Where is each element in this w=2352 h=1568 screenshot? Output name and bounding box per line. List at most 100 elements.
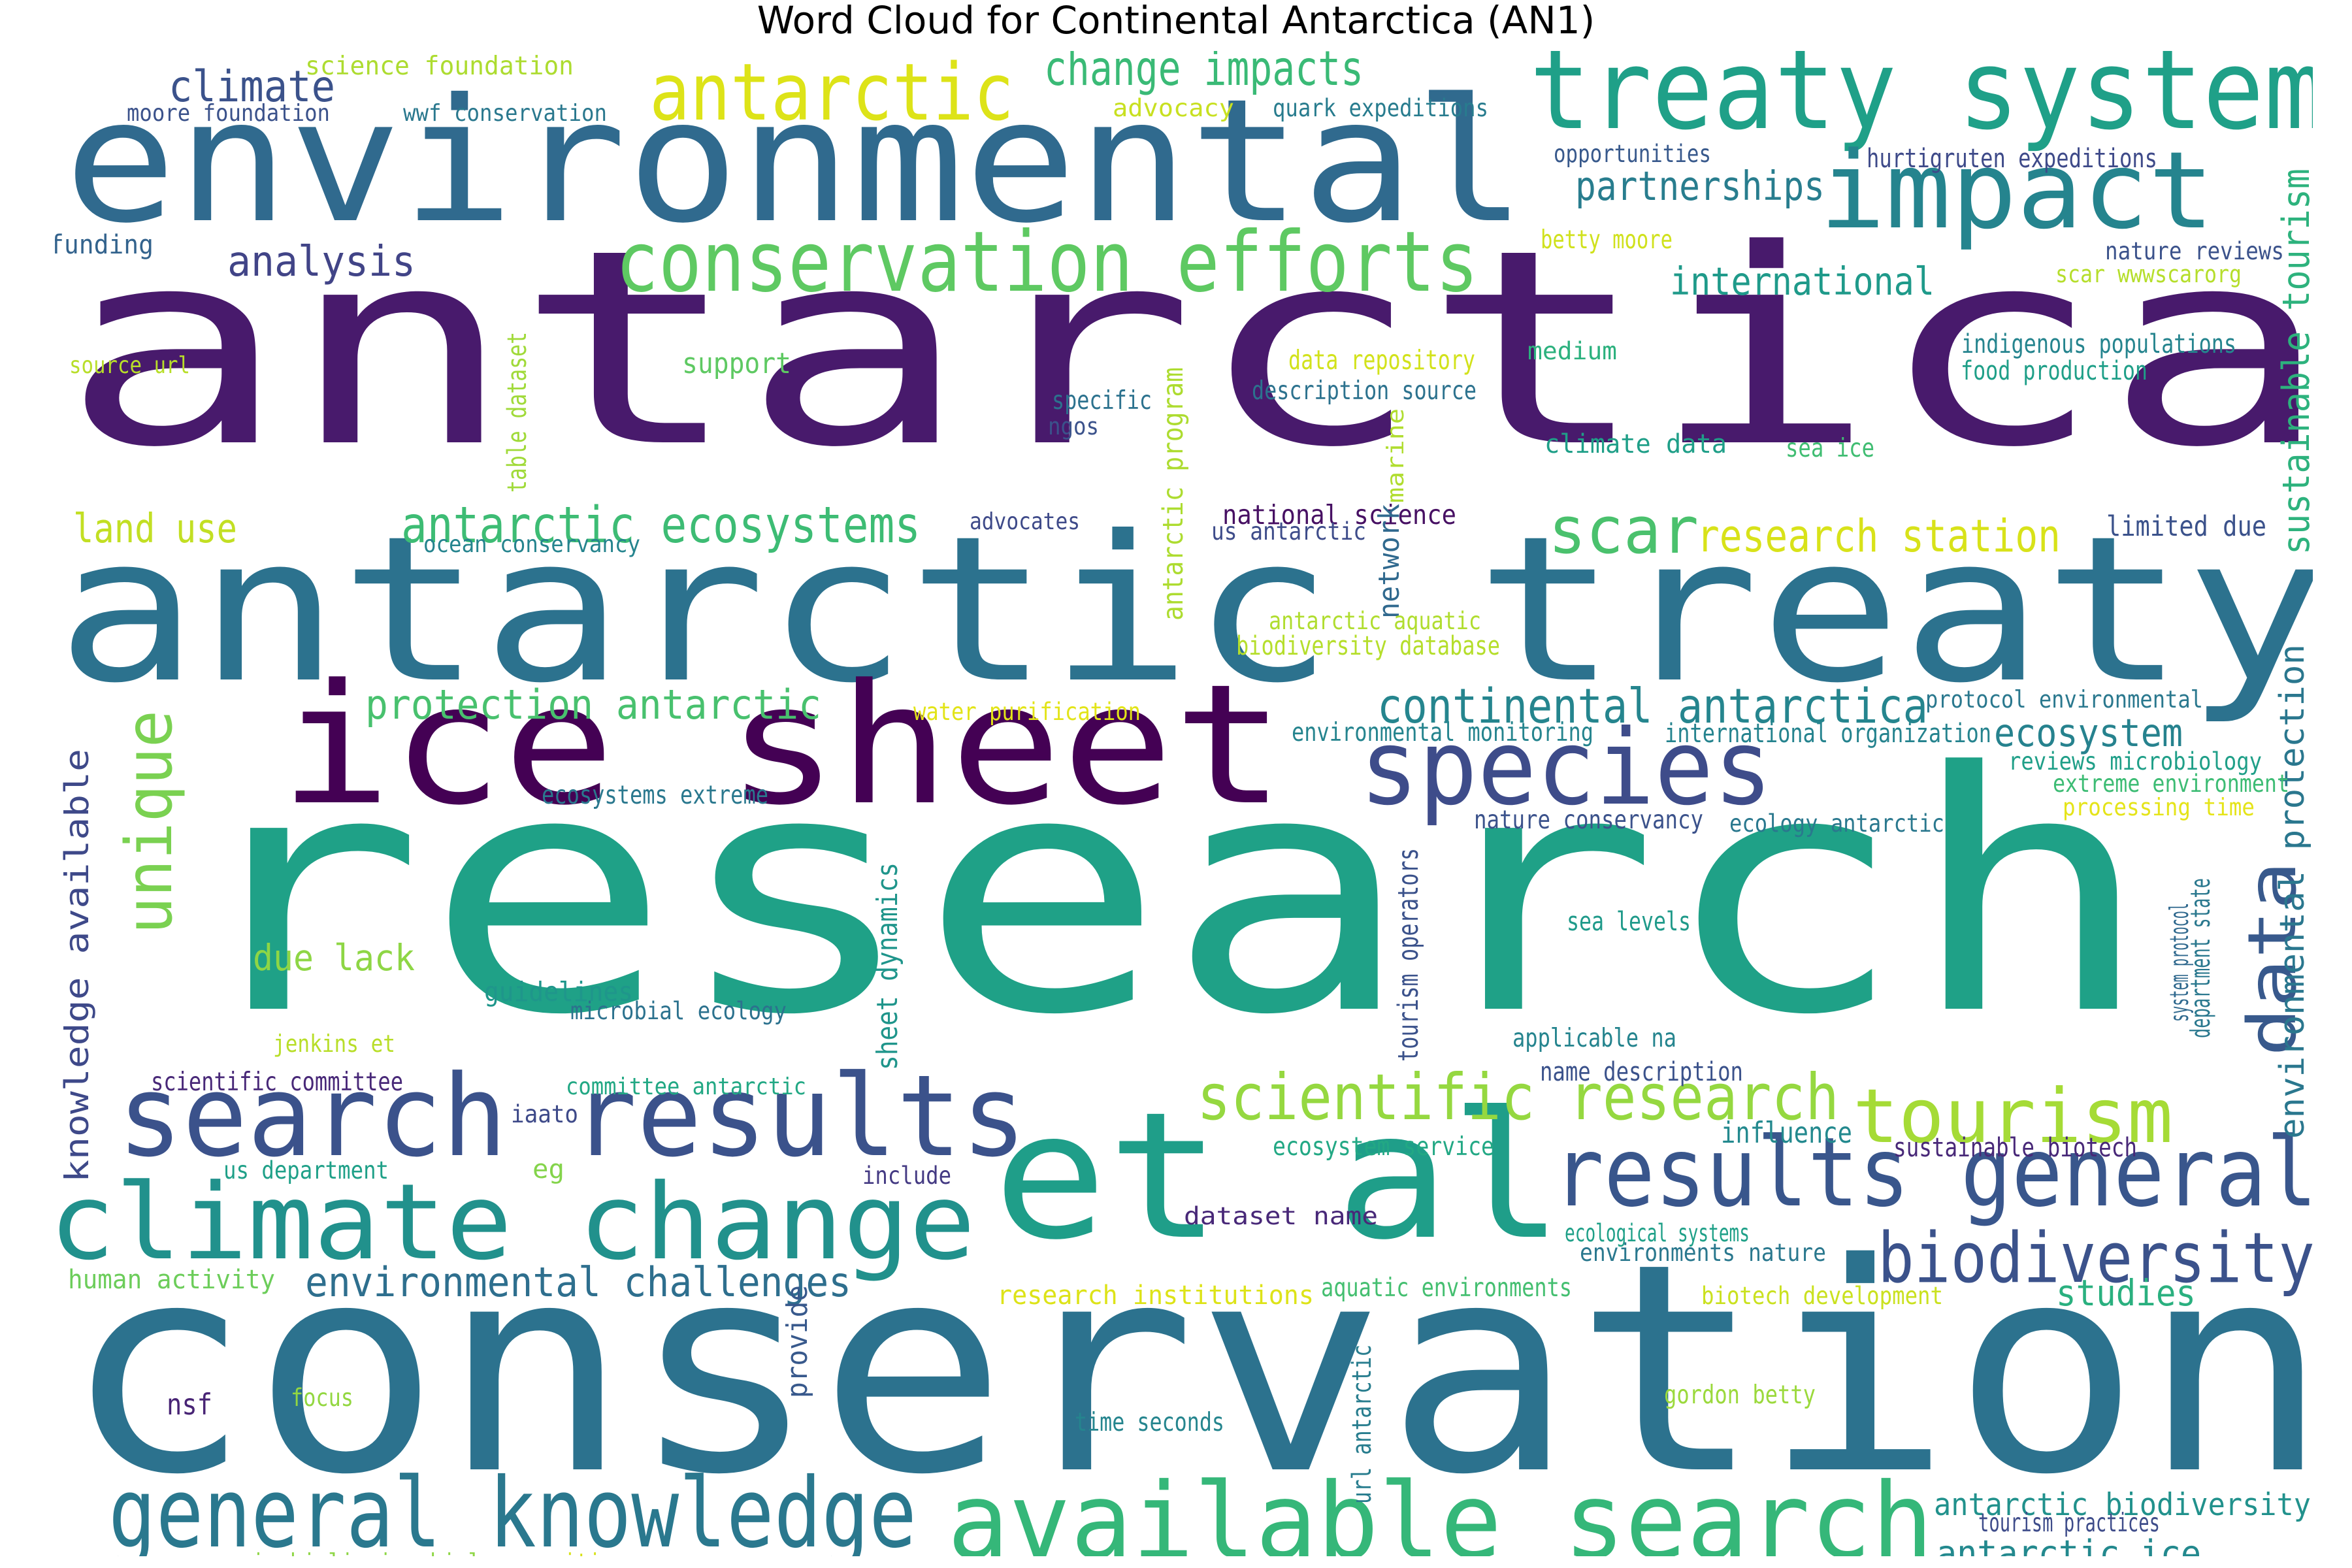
word-marine: marine (1382, 408, 1409, 503)
chart-title: Word Cloud for Continental Antarctica (A… (757, 0, 1595, 42)
word-antarctic-aquatic: antarctic aquatic (1269, 606, 1481, 636)
word-environmental-protection: environmental protection (2273, 644, 2312, 1139)
word-gordon-betty: gordon betty (1664, 1380, 1816, 1411)
word-analysis: analysis (227, 238, 416, 287)
word-us-antarctic: us antarctic (1211, 517, 1366, 546)
word-funding: funding (55, 230, 154, 261)
word-opportunities: opportunities (1554, 139, 1711, 169)
word-available-search: available search (947, 1460, 1933, 1556)
word-cavicchioli-microbial: cavicchioli microbial (214, 1550, 481, 1556)
word-impact: impact (1820, 129, 2214, 253)
word-name-description: name description (1540, 1057, 1743, 1088)
word-ecological-systems: ecological systems (1565, 1218, 1750, 1248)
word-climate-change: climate change (55, 1160, 975, 1283)
word-sustainable-tourism: sustainable tourism (2275, 169, 2313, 555)
word-antarctic-ecosystems: antarctic ecosystems (401, 496, 921, 555)
word-land-use: land use (73, 505, 237, 552)
word-ecology-antarctic: ecology antarctic (1729, 809, 1944, 838)
word-processing-time: processing time (2063, 792, 2255, 821)
word-food-production: food production (1961, 356, 2148, 387)
word-tourism: tourism (1853, 1073, 2173, 1160)
word-network: network (1373, 504, 1406, 619)
word-research-institutions: research institutions (997, 1281, 1314, 1311)
word-protection-antarctic: protection antarctic (365, 681, 821, 729)
word-focus: focus (291, 1383, 353, 1413)
word-scientific-research: scientific research (1197, 1060, 1839, 1135)
word-hurtigruten-expeditions: hurtigruten expeditions (1867, 144, 2157, 174)
word-nature-conservancy: nature conservancy (1474, 806, 1703, 836)
word-human-activity: human activity (68, 1265, 275, 1296)
word-international: international (1670, 258, 1935, 304)
word-ecosystems-extreme: ecosystems extreme (542, 781, 768, 811)
word-treaty-system: treaty system (1529, 51, 2313, 154)
word-url-antarctic: url antarctic (1347, 1345, 1377, 1504)
word-communities: communities (489, 1550, 626, 1556)
word-biotech-development: biotech development (1701, 1281, 1943, 1311)
word-time-seconds: time seconds (1075, 1408, 1224, 1438)
word-knowledge-available: knowledge available (58, 749, 96, 1183)
word-climate-data: climate data (1544, 429, 1727, 460)
word-research-station: research station (1697, 510, 2061, 563)
word-ocean-conservancy: ocean conservancy (423, 531, 640, 558)
word-us-department: us department (223, 1156, 389, 1185)
word-scar: scar (1548, 493, 1699, 569)
word-sustainable-biotech: sustainable biotech (1893, 1133, 2137, 1164)
word-sheet-dynamics: sheet dynamics (871, 862, 904, 1070)
word-climate: climate (169, 61, 335, 112)
word-results-general: results general (1553, 1117, 2313, 1229)
word-environmental: environmental (64, 61, 1527, 261)
word-environments-nature: environments nature (1580, 1238, 1826, 1267)
word-protocol-environmental: protocol environmental (1925, 685, 2203, 713)
word-change-impacts: change impacts (1044, 51, 1364, 97)
word-specific: specific (1052, 386, 1152, 416)
word-scar-wwwscarorg: scar wwwscarorg (2055, 259, 2242, 288)
word-description-source: description source (1252, 376, 1477, 406)
word-species: species (1360, 706, 1772, 828)
word-medium: medium (1527, 336, 1617, 366)
word-advocates: advocates (970, 508, 1080, 535)
word-aquatic-environments: aquatic environments (1321, 1273, 1572, 1303)
word-search-results: search results (118, 1051, 1026, 1183)
word-data-repository: data repository (1288, 344, 1475, 376)
word-tourism-operators: tourism operators (1393, 848, 1425, 1062)
word-moore-foundation: moore foundation (127, 99, 330, 127)
word-ngos: ngos (1048, 412, 1099, 440)
word-environmental-monitoring: environmental monitoring (1292, 718, 1593, 748)
word-conservation-efforts: conservation efforts (615, 214, 1478, 311)
word-studies: studies (2056, 1273, 2196, 1315)
word-unique: unique (112, 710, 187, 934)
word-due-lack: due lack (253, 938, 415, 980)
word-general-knowledge: general knowledge (108, 1457, 917, 1556)
word-international-organization: international organization (1665, 719, 1991, 749)
word-quark-expeditions: quark expeditions (1273, 93, 1488, 123)
word-et-al: et al (993, 1074, 1564, 1279)
word-sea-levels: sea levels (1567, 907, 1691, 938)
word-scientific-committee: scientific committee (151, 1068, 403, 1098)
word-department-state: department state (2185, 878, 2216, 1038)
word-antarctic-treaty: antarctic treaty (56, 493, 2313, 728)
word-influence: influence (1721, 1115, 1852, 1150)
word-table-dataset: table dataset (502, 332, 532, 493)
word-microbial-ecology: microbial ecology (570, 996, 787, 1026)
word-antarctic: antarctic (649, 51, 1014, 139)
word-source-url: source url (69, 351, 190, 379)
word-wwf-conservation: wwf conservation (403, 99, 607, 127)
word-reviews-microbiology: reviews microbiology (2008, 747, 2262, 776)
word-guidelines: guidelines (484, 976, 633, 1008)
word-jenkins-et: jenkins et (273, 1029, 395, 1058)
word-sea-ice: sea ice (1786, 434, 1874, 464)
word-tourism-practices: tourism practices (1978, 1509, 2160, 1539)
word-nsf: nsf (167, 1386, 212, 1422)
word-partnerships: partnerships (1575, 163, 1825, 210)
word-include: include (862, 1161, 951, 1190)
word-national-science: national science (1222, 499, 1456, 531)
word-conservation: conservation (63, 1202, 2313, 1539)
word-water-purification: water purification (913, 697, 1141, 727)
word-iaato: iaato (511, 1100, 578, 1129)
word-continental-antarctica: continental antarctica (1377, 679, 1928, 735)
word-ice-sheet: ice sheet (280, 648, 1285, 841)
word-indigenous-populations: indigenous populations (1961, 329, 2236, 360)
word-ecosystem: ecosystem (1994, 710, 2183, 755)
word-eg: eg (532, 1154, 564, 1185)
word-provide: provide (781, 1285, 814, 1398)
